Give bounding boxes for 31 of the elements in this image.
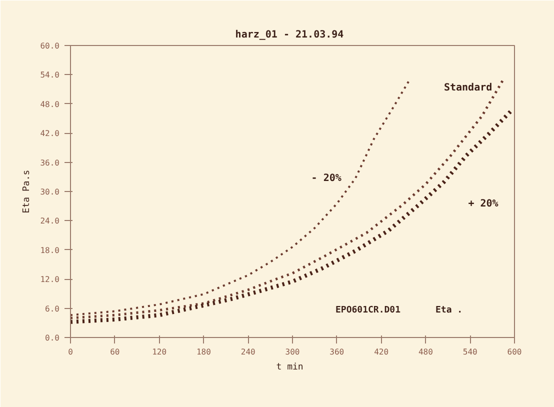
line-series bbox=[70, 109, 513, 324]
x-tick-label: 240 bbox=[240, 348, 256, 356]
series-label: Standard bbox=[444, 82, 492, 94]
x-tick-label: 480 bbox=[418, 348, 434, 356]
x-tick-label: 60 bbox=[110, 348, 120, 356]
y-tick-label: 12.0 bbox=[40, 275, 60, 284]
x-tick-label: 360 bbox=[330, 348, 344, 356]
series-label: - 20% bbox=[311, 172, 342, 184]
x-tick-label: 300 bbox=[285, 348, 300, 356]
text: + 20% bbox=[468, 198, 498, 210]
x-tick-label: 180 bbox=[196, 348, 212, 356]
chart-title: harz_01 - 21.03.94 bbox=[235, 30, 344, 40]
y-axis-title: Eta Pa.s bbox=[22, 170, 32, 214]
annotation: EPO601CR.D01 bbox=[336, 306, 401, 316]
x-axis-title: t min bbox=[276, 362, 304, 372]
y-tick-label: 42.0 bbox=[40, 129, 60, 138]
y-tick-label: 30.0 bbox=[40, 188, 60, 196]
x-tick-label: 420 bbox=[374, 348, 389, 356]
x-tick-label: 600 bbox=[507, 348, 522, 356]
x-tick-label: 120 bbox=[152, 348, 167, 356]
y-tick-label: 36.0 bbox=[40, 158, 60, 168]
x-tick-label: 540 bbox=[462, 348, 478, 356]
y-tick-label: 0.0 bbox=[45, 334, 60, 342]
y-tick-label: 60.0 bbox=[40, 42, 60, 50]
x-tick-label: 0 bbox=[68, 348, 74, 356]
y-tick-label: 54.0 bbox=[40, 70, 60, 80]
y-tick-label: 48.0 bbox=[40, 100, 60, 109]
annotation: Eta . bbox=[436, 306, 463, 316]
y-tick-label: 6.0 bbox=[45, 304, 60, 314]
y-tick-label: 24.0 bbox=[40, 216, 60, 226]
y-tick-label: 18.0 bbox=[40, 246, 60, 255]
